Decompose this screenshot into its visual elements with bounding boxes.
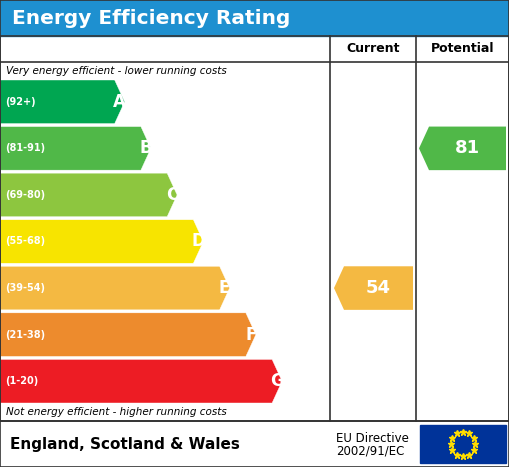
Polygon shape <box>0 80 125 124</box>
Polygon shape <box>334 266 413 310</box>
Text: B: B <box>139 139 152 157</box>
Text: (21-38): (21-38) <box>5 330 45 340</box>
Polygon shape <box>0 266 230 310</box>
Text: C: C <box>166 186 178 204</box>
Text: 81: 81 <box>455 139 480 157</box>
Text: E: E <box>219 279 230 297</box>
Text: F: F <box>245 325 257 344</box>
Polygon shape <box>419 127 506 170</box>
Polygon shape <box>0 127 151 170</box>
Polygon shape <box>0 360 282 403</box>
Polygon shape <box>0 219 204 263</box>
Bar <box>420 425 506 463</box>
Bar <box>0 421 509 467</box>
Text: D: D <box>191 233 205 250</box>
Text: (55-68): (55-68) <box>5 236 45 247</box>
Text: (39-54): (39-54) <box>5 283 45 293</box>
Text: Current: Current <box>346 42 400 56</box>
Text: 54: 54 <box>366 279 391 297</box>
Text: EU Directive: EU Directive <box>336 432 409 446</box>
Bar <box>0 36 509 421</box>
Bar <box>0 0 509 36</box>
Polygon shape <box>0 313 256 356</box>
Text: 2002/91/EC: 2002/91/EC <box>336 445 404 458</box>
Text: (69-80): (69-80) <box>5 190 45 200</box>
Text: (81-91): (81-91) <box>5 143 45 153</box>
Text: Not energy efficient - higher running costs: Not energy efficient - higher running co… <box>6 407 227 417</box>
Text: (92+): (92+) <box>5 97 36 107</box>
Text: Very energy efficient - lower running costs: Very energy efficient - lower running co… <box>6 66 227 76</box>
Text: (1-20): (1-20) <box>5 376 38 386</box>
Text: Energy Efficiency Rating: Energy Efficiency Rating <box>12 8 290 28</box>
Text: A: A <box>113 93 126 111</box>
Text: England, Scotland & Wales: England, Scotland & Wales <box>10 437 240 452</box>
Text: Potential: Potential <box>431 42 494 56</box>
Text: G: G <box>270 372 284 390</box>
Polygon shape <box>0 173 177 217</box>
